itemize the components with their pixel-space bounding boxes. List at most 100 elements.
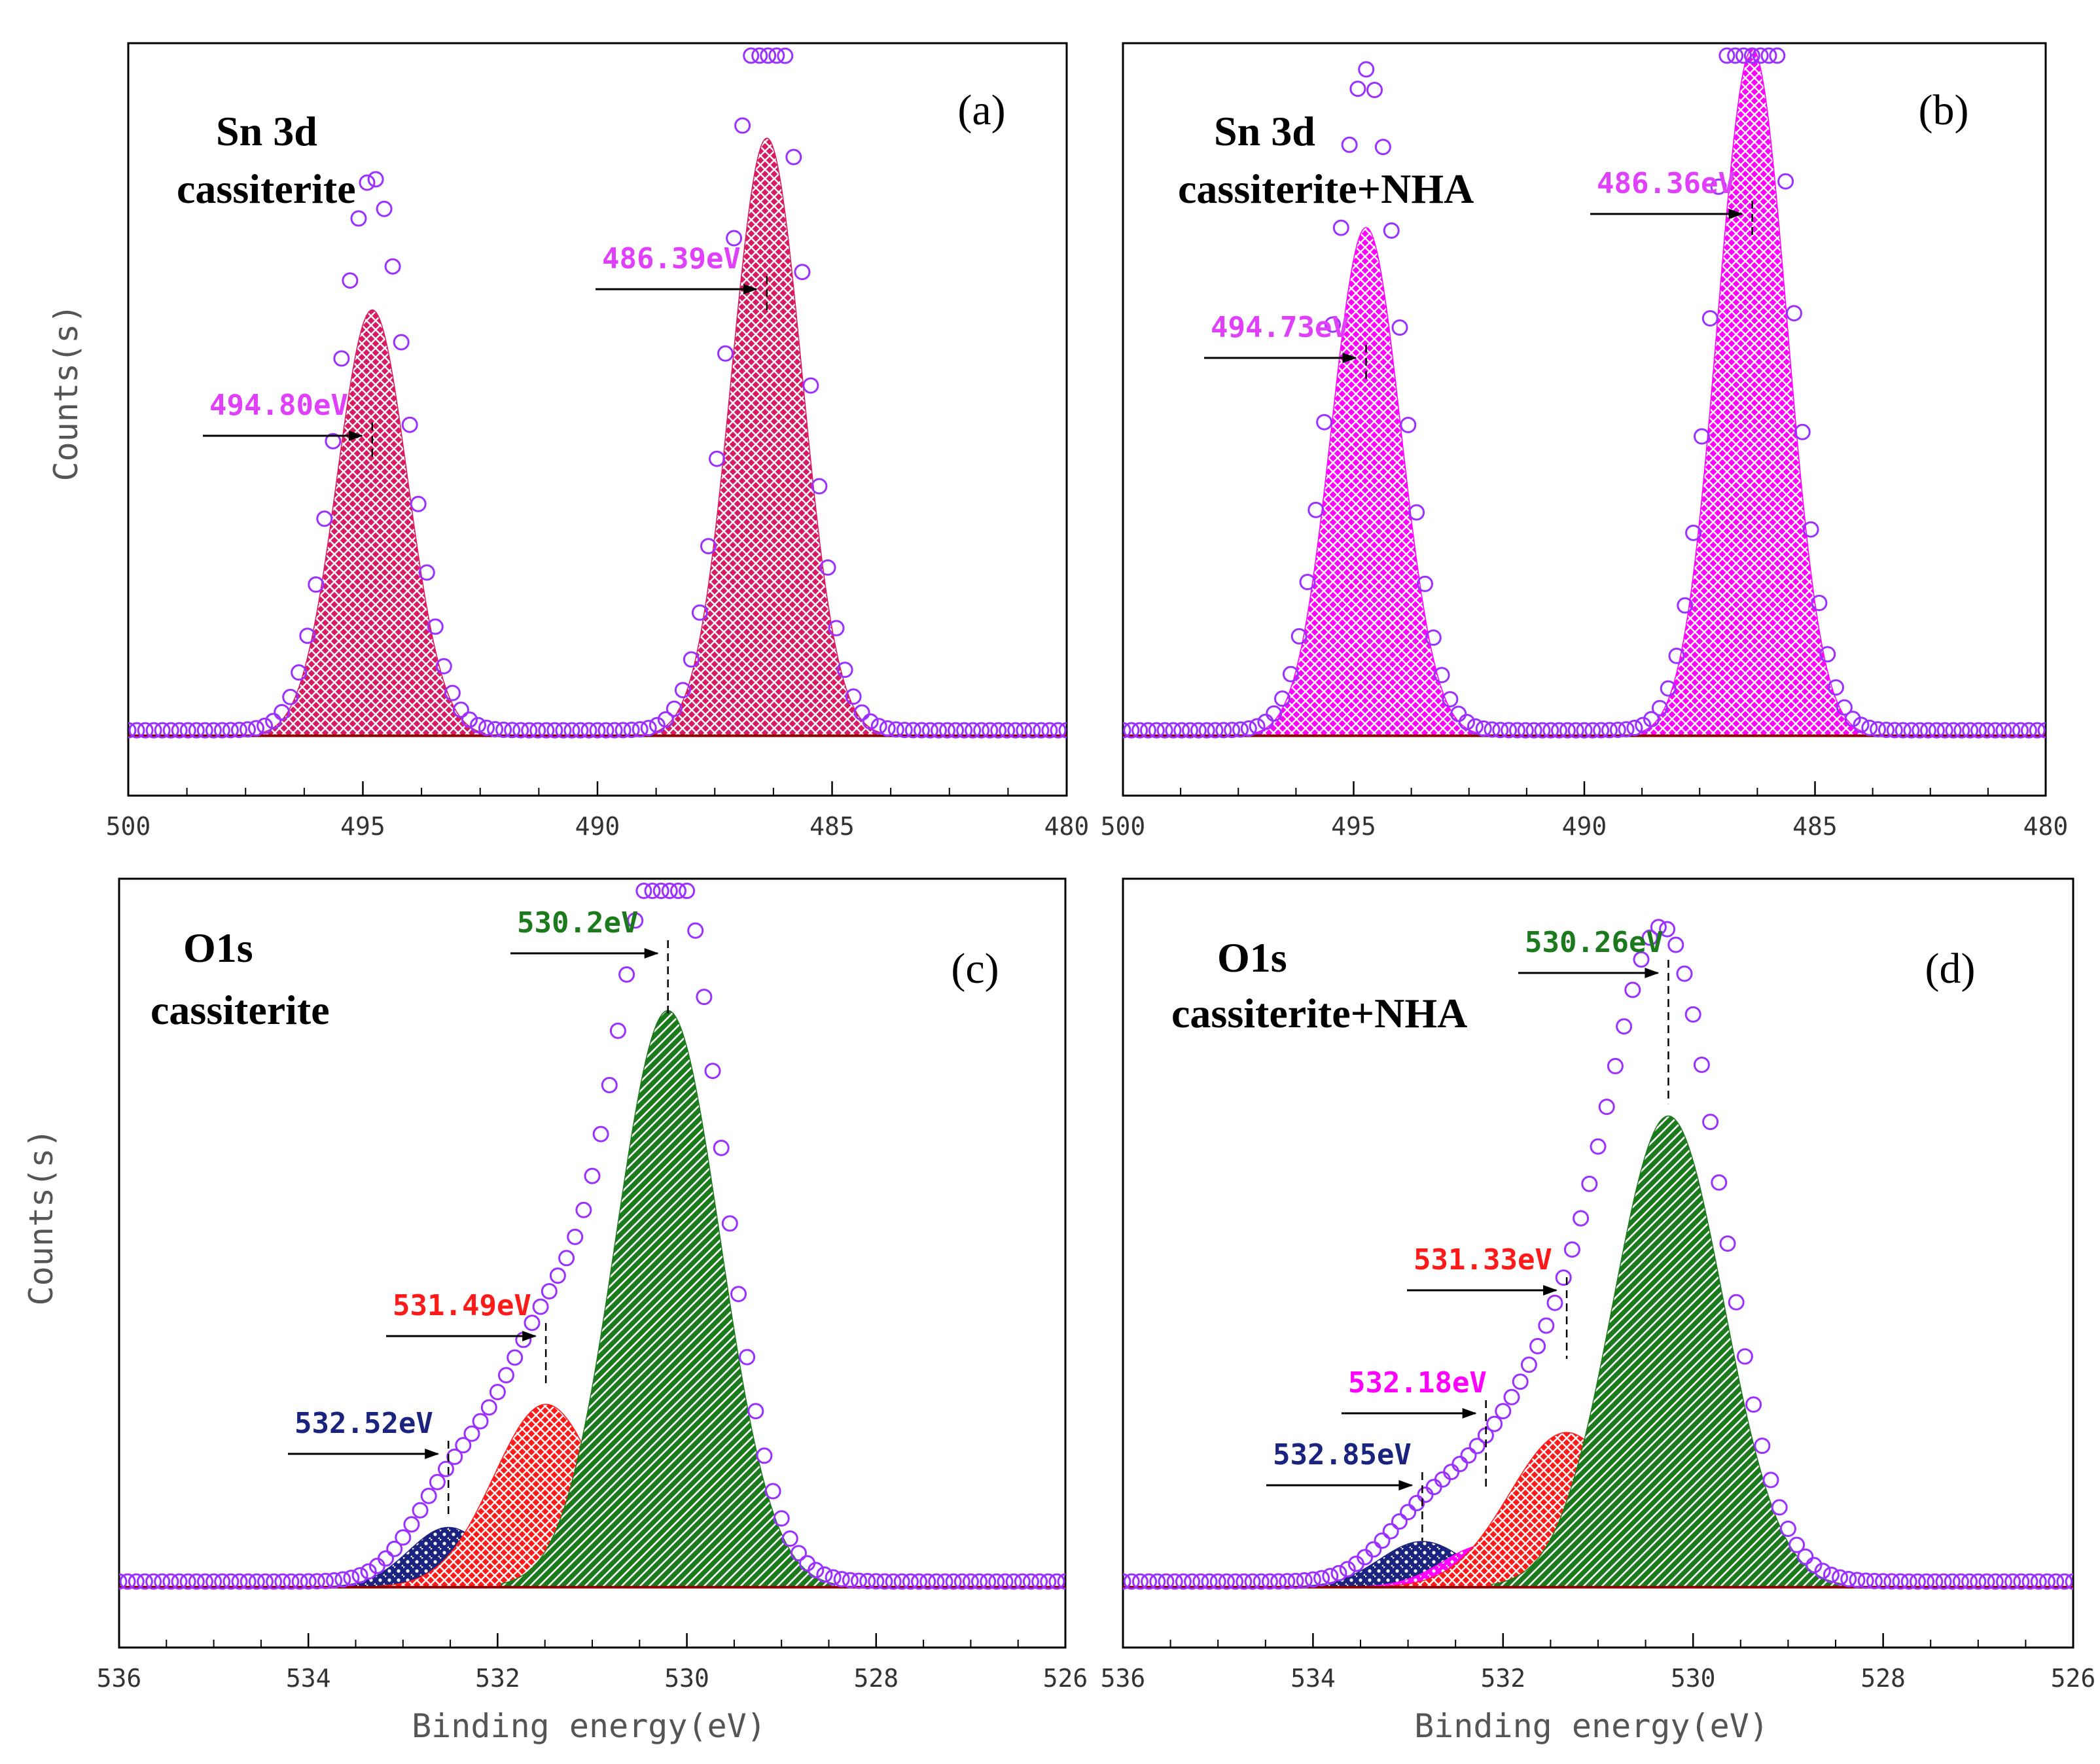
data-point bbox=[567, 1228, 584, 1245]
data-point bbox=[1391, 1513, 1408, 1530]
data-point bbox=[128, 722, 137, 739]
data-point bbox=[919, 1573, 936, 1590]
data-point bbox=[205, 722, 222, 739]
data-point bbox=[768, 47, 785, 64]
data-point bbox=[802, 377, 819, 394]
data-point bbox=[1659, 921, 1676, 938]
arrow-head bbox=[1645, 968, 1660, 978]
data-point bbox=[1970, 722, 1987, 739]
data-point bbox=[1650, 919, 1667, 936]
data-point bbox=[1581, 1175, 1598, 1192]
data-point bbox=[384, 258, 401, 275]
data-point bbox=[592, 1125, 609, 1142]
data-point bbox=[652, 883, 669, 899]
data-point bbox=[1853, 716, 1870, 733]
data-point bbox=[1207, 722, 1224, 739]
data-point bbox=[300, 1573, 317, 1590]
data-point bbox=[1590, 1138, 1607, 1155]
data-point bbox=[1175, 1573, 1192, 1590]
data-point bbox=[1736, 1348, 1753, 1365]
data-point bbox=[1308, 501, 1325, 518]
data-point bbox=[1789, 1536, 1806, 1553]
data-point bbox=[1786, 305, 1802, 322]
data-point bbox=[334, 1571, 351, 1588]
data-point bbox=[546, 722, 563, 739]
data-point bbox=[1667, 936, 1684, 953]
data-point bbox=[393, 334, 410, 351]
x-tick-label: 495 bbox=[340, 812, 385, 841]
data-point bbox=[154, 1573, 171, 1590]
x-axis-label-left: Binding energy(eV) bbox=[412, 1707, 766, 1745]
data-point bbox=[1754, 1438, 1771, 1455]
peak-annotation: 531.33eV bbox=[1414, 1243, 1552, 1277]
data-point bbox=[777, 47, 794, 64]
data-point bbox=[1287, 1572, 1304, 1589]
data-point bbox=[931, 722, 947, 739]
data-point bbox=[1823, 1566, 1840, 1583]
data-point bbox=[773, 1510, 790, 1527]
data-point bbox=[1886, 722, 1903, 739]
data-point bbox=[1978, 1573, 1995, 1590]
data-point bbox=[463, 1425, 480, 1442]
fitted-peak bbox=[654, 137, 880, 737]
data-point bbox=[1299, 574, 1316, 590]
data-point bbox=[231, 722, 247, 739]
panel-title: O1s bbox=[1217, 934, 1287, 981]
data-point bbox=[555, 722, 572, 739]
x-tick-label: 534 bbox=[1290, 1664, 1336, 1693]
x-tick-label: 528 bbox=[1860, 1664, 1906, 1693]
data-point bbox=[1330, 1564, 1347, 1581]
data-point bbox=[1058, 722, 1067, 739]
data-point bbox=[1257, 713, 1274, 730]
data-point bbox=[1339, 1561, 1356, 1578]
data-point bbox=[704, 1063, 721, 1080]
data-point bbox=[333, 350, 350, 367]
data-point bbox=[412, 1502, 429, 1519]
data-point bbox=[1249, 718, 1266, 735]
data-point bbox=[1517, 722, 1534, 739]
data-point bbox=[842, 1572, 859, 1589]
data-point bbox=[1626, 720, 1643, 736]
data-point bbox=[973, 722, 990, 739]
data-point bbox=[504, 722, 521, 739]
data-point bbox=[350, 210, 367, 227]
data-point bbox=[1190, 722, 1207, 739]
data-point bbox=[1609, 722, 1626, 738]
data-point bbox=[962, 1573, 979, 1590]
data-point bbox=[1425, 1479, 1442, 1496]
data-point bbox=[420, 1487, 437, 1504]
data-point bbox=[1148, 722, 1165, 739]
data-point bbox=[785, 149, 802, 166]
data-point bbox=[956, 722, 973, 739]
data-point bbox=[136, 1573, 153, 1590]
data-point bbox=[1806, 1557, 1823, 1574]
data-point bbox=[1040, 1573, 1057, 1590]
data-point bbox=[351, 1567, 368, 1584]
data-point bbox=[1693, 1056, 1710, 1073]
data-point bbox=[1701, 310, 1718, 326]
data-point bbox=[1601, 722, 1618, 739]
data-point bbox=[1546, 1294, 1563, 1311]
data-point bbox=[868, 1573, 885, 1590]
data-point bbox=[601, 1076, 618, 1093]
data-point bbox=[291, 664, 308, 681]
data-point bbox=[1711, 1174, 1728, 1191]
panel-label: (a) bbox=[957, 86, 1005, 134]
data-point bbox=[1123, 1573, 1140, 1590]
data-point bbox=[1253, 1573, 1270, 1590]
data-point bbox=[299, 627, 316, 644]
data-point bbox=[1048, 1573, 1065, 1590]
data-point bbox=[1201, 1573, 1218, 1590]
data-point bbox=[1641, 929, 1658, 946]
data-point bbox=[635, 883, 652, 899]
data-point bbox=[833, 1571, 850, 1587]
data-point bbox=[1192, 1573, 1209, 1590]
data-point bbox=[1123, 1573, 1131, 1590]
data-point bbox=[1677, 597, 1694, 614]
fitted-peak bbox=[259, 309, 486, 737]
data-point bbox=[1995, 1573, 2012, 1590]
data-point bbox=[1903, 722, 1920, 739]
data-point bbox=[1158, 1573, 1175, 1590]
data-point bbox=[2012, 722, 2029, 739]
peak-annotation: 486.36eV bbox=[1597, 167, 1735, 200]
